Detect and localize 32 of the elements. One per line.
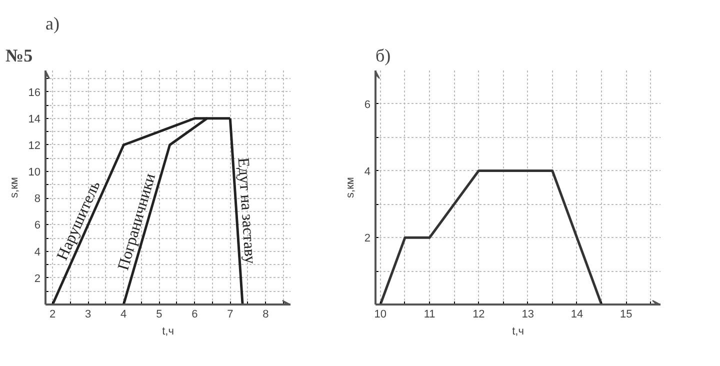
y-tick-label: 4 (34, 246, 41, 258)
y-axis-title: s,км (8, 177, 20, 198)
text: Едут на заставу (234, 157, 258, 264)
y-tick-label: 16 (28, 86, 41, 99)
x-tick-label: 2 (50, 308, 56, 320)
x-tick-label: 10 (374, 308, 387, 320)
x-tick-label: 7 (227, 308, 234, 320)
text: №5 (6, 46, 33, 66)
y-tick-label: 14 (28, 113, 41, 126)
x-tick-label: 3 (85, 308, 92, 320)
y-tick-label: 8 (34, 193, 41, 206)
x-tick-label: 11 (424, 308, 436, 320)
x-tick-label: 14 (570, 308, 584, 320)
y-axis-title: s,км (344, 177, 356, 198)
y-tick-label: 4 (364, 166, 371, 178)
y-tick-label: 12 (28, 140, 41, 152)
x-tick-label: 5 (156, 308, 162, 320)
y-tick-label: 10 (28, 166, 41, 179)
y-tick-label: 6 (364, 98, 371, 111)
y-tick-label: 2 (34, 272, 41, 285)
chart-title: б) (376, 46, 391, 66)
x-axis-title: t,ч (512, 326, 524, 338)
x-tick-label: 15 (620, 308, 632, 320)
x-tick-label: 8 (262, 308, 269, 320)
x-tick-label: 13 (522, 308, 534, 320)
x-tick-label: 12 (472, 308, 485, 320)
x-tick-label: 6 (192, 308, 198, 320)
x-tick-label: 4 (120, 308, 127, 320)
y-tick-label: 2 (364, 232, 371, 245)
chart-title: а) (46, 14, 60, 34)
y-tick-label: 6 (34, 220, 41, 232)
x-axis-title: t,ч (162, 326, 174, 338)
